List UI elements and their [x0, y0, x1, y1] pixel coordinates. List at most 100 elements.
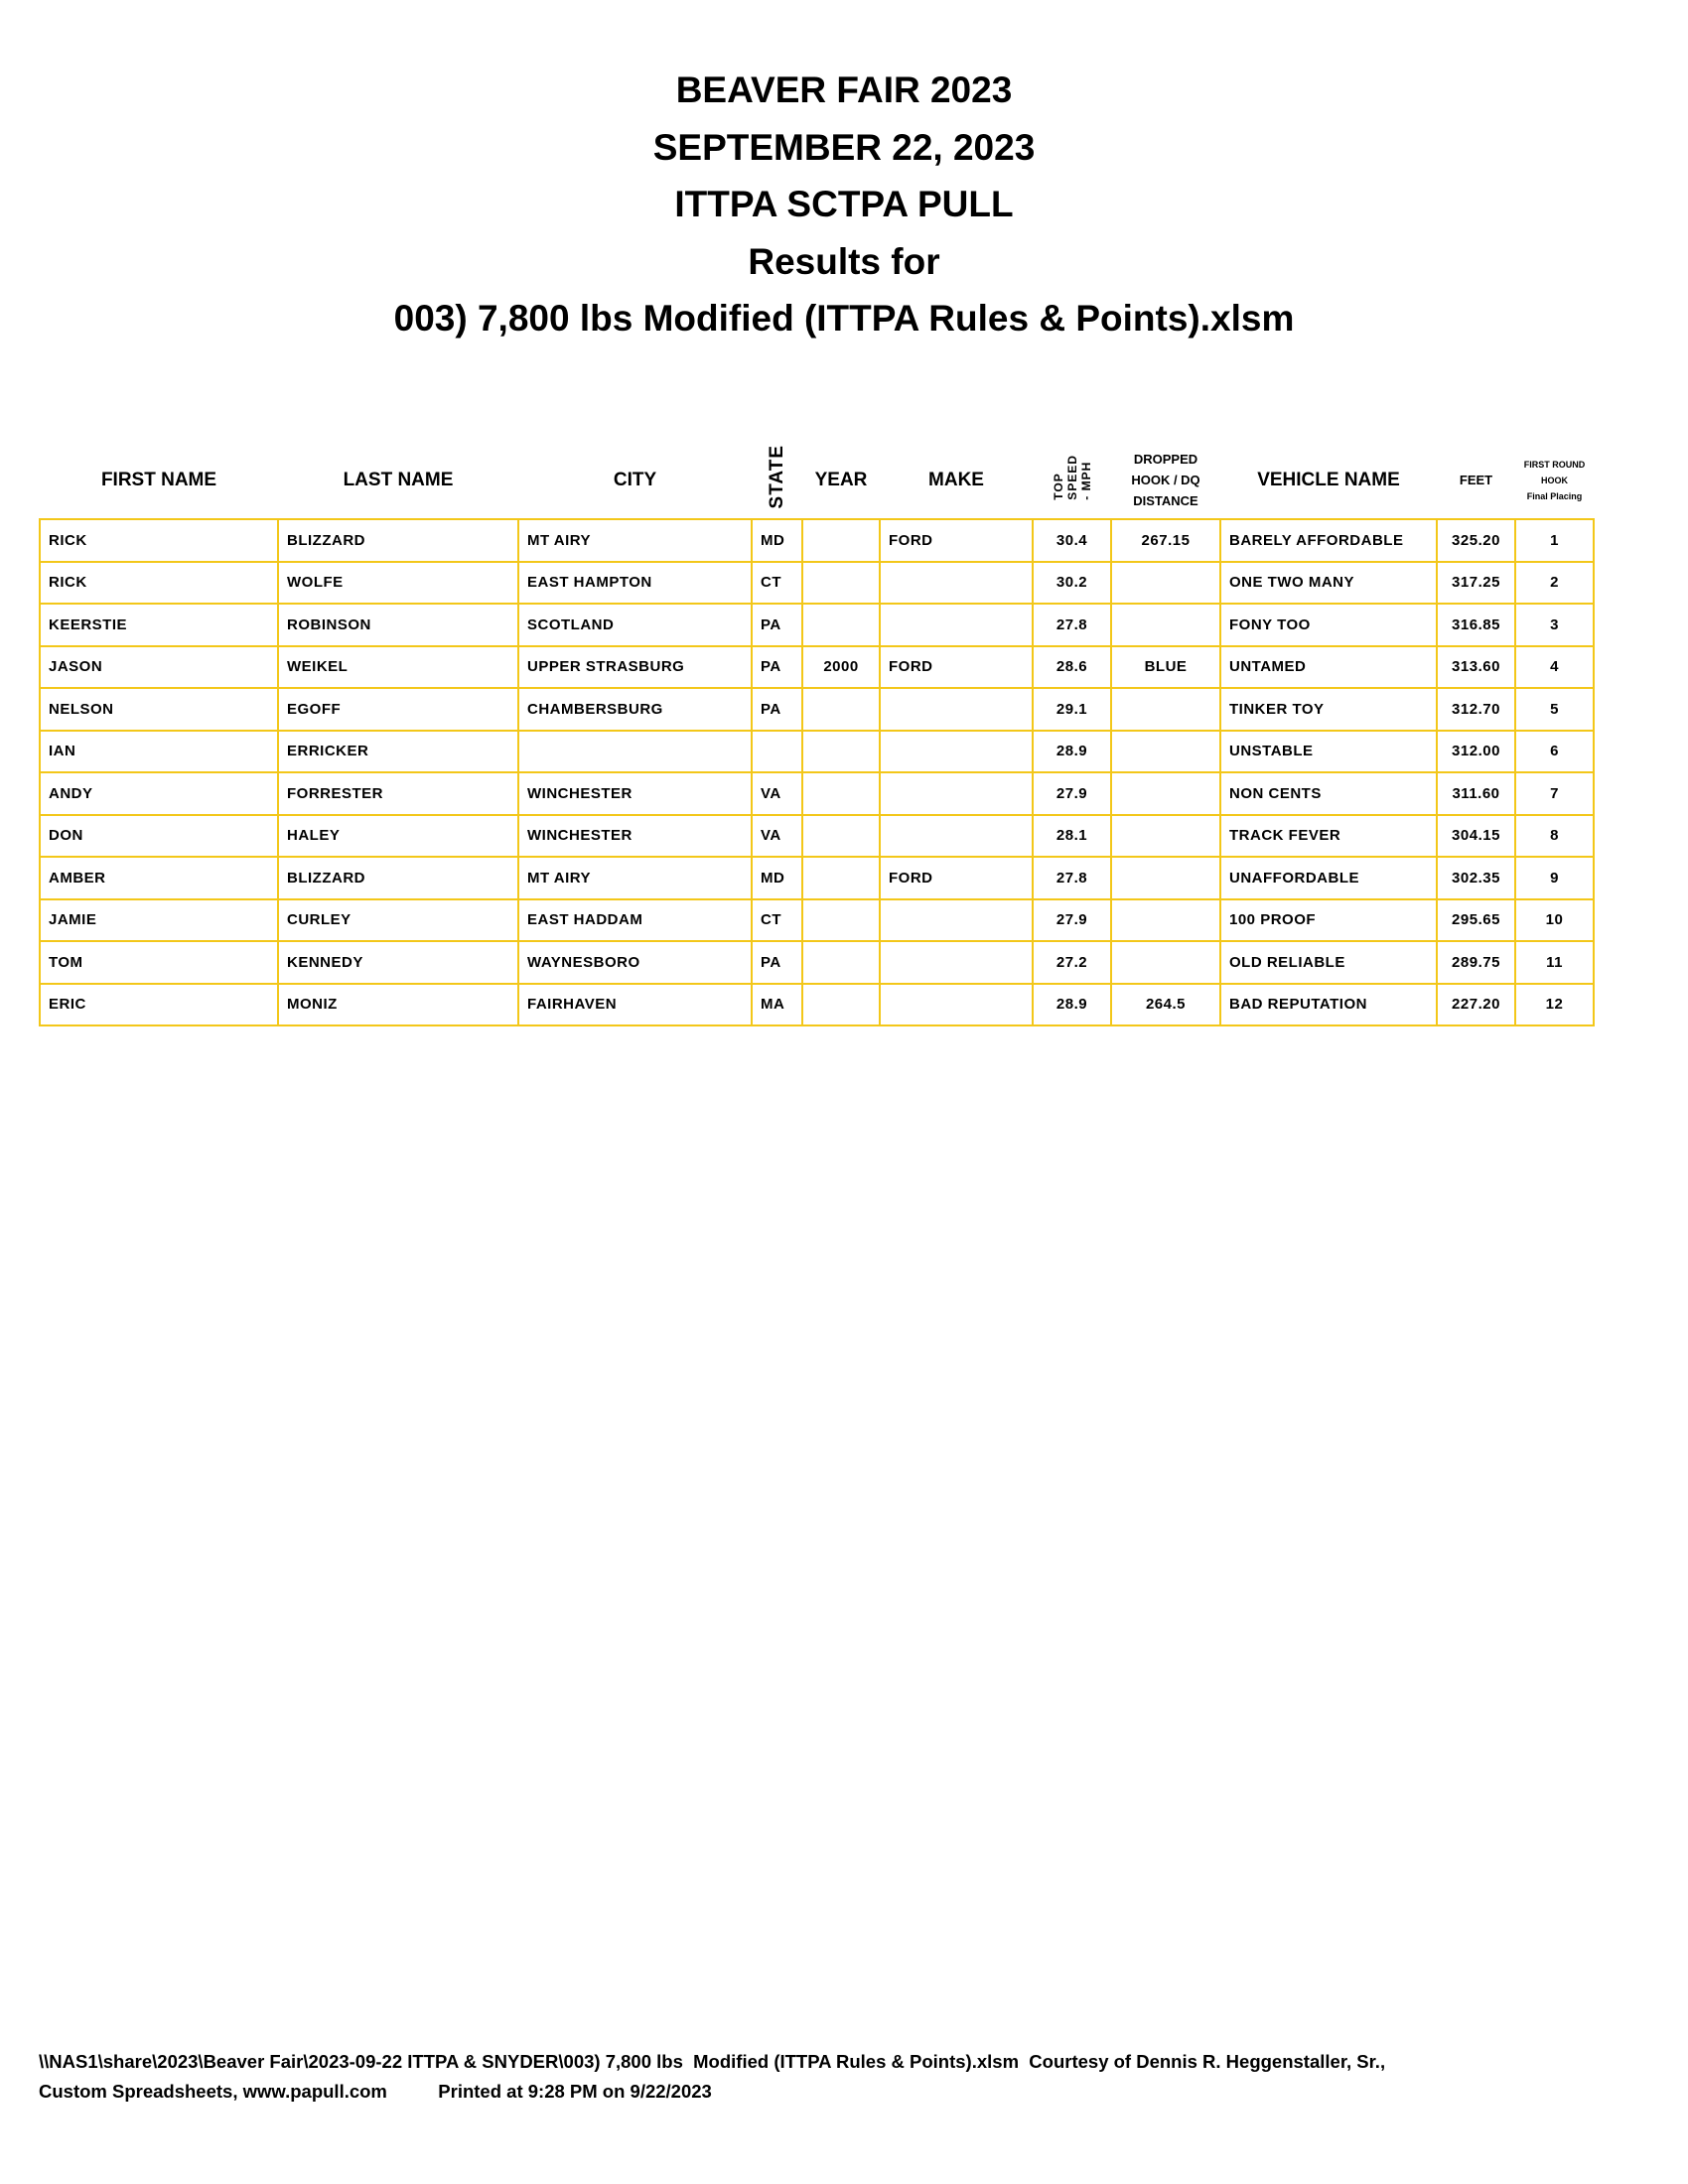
cell-first: AMBER — [39, 856, 279, 900]
cell-feet: 304.15 — [1436, 813, 1516, 858]
cell-speed: 27.8 — [1032, 856, 1112, 900]
cell-dropped — [1110, 856, 1221, 900]
cell-last: BLIZZARD — [277, 856, 519, 900]
header-state: STATE — [766, 445, 787, 509]
cell-first: KEERSTIE — [39, 603, 279, 647]
table-row: NELSON EGOFF CHAMBERSBURG PA 29.1 TINKER TOY 3… — [39, 687, 1595, 732]
cell-first: ERIC — [39, 982, 279, 1026]
cell-speed: 30.2 — [1032, 560, 1112, 605]
cell-dropped: BLUE — [1110, 644, 1221, 689]
cell-dropped — [1110, 813, 1221, 858]
table-row: TOM KENNEDY WAYNESBORO PA 27.2 OLD RELIABLE 28… — [39, 940, 1595, 985]
cell-year — [801, 729, 881, 773]
cell-city: MT AIRY — [517, 518, 753, 563]
title-results-for: Results for — [748, 240, 940, 282]
cell-first: ANDY — [39, 771, 279, 816]
cell-year — [801, 813, 881, 858]
cell-vehicle: ONE TWO MANY — [1219, 560, 1438, 605]
header-dropped: DROPPED HOOK / DQ DISTANCE — [1131, 452, 1200, 508]
cell-make — [879, 940, 1034, 985]
cell-speed: 29.1 — [1032, 687, 1112, 732]
cell-state: PA — [751, 644, 803, 689]
header-vehicle-name: VEHICLE NAME — [1257, 469, 1400, 490]
cell-state: CT — [751, 897, 803, 942]
title-event: BEAVER FAIR 2023 — [675, 69, 1013, 110]
cell-place: 4 — [1514, 644, 1595, 689]
cell-make — [879, 560, 1034, 605]
cell-feet: 325.20 — [1436, 518, 1516, 563]
cell-city: MT AIRY — [517, 856, 753, 900]
header-last-name: LAST NAME — [343, 469, 454, 490]
header-make: MAKE — [928, 469, 984, 490]
cell-place: 6 — [1514, 729, 1595, 773]
cell-feet: 316.85 — [1436, 603, 1516, 647]
cell-feet: 313.60 — [1436, 644, 1516, 689]
footer-path: \\NAS1\share\2023\Beaver Fair\2023-09-22… — [39, 2051, 1386, 2072]
table-row: JASON WEIKEL UPPER STRASBURG PA 2000 FORD 28.6… — [39, 644, 1595, 689]
cell-dropped — [1110, 729, 1221, 773]
header-placing: FIRST ROUND HOOK Final Placing — [1523, 459, 1586, 501]
cell-make — [879, 729, 1034, 773]
cell-state: MD — [751, 856, 803, 900]
cell-feet: 289.75 — [1436, 940, 1516, 985]
cell-speed: 28.6 — [1032, 644, 1112, 689]
cell-dropped — [1110, 687, 1221, 732]
header-year: YEAR — [814, 469, 868, 490]
cell-last: MONIZ — [277, 982, 519, 1026]
cell-place: 7 — [1514, 771, 1595, 816]
cell-make: FORD — [879, 856, 1034, 900]
cell-speed: 28.9 — [1032, 729, 1112, 773]
cell-place: 1 — [1514, 518, 1595, 563]
cell-year — [801, 940, 881, 985]
cell-place: 10 — [1514, 897, 1595, 942]
footer-printed: Custom Spreadsheets, www.papull.com Prin… — [39, 2081, 712, 2102]
cell-last: HALEY — [277, 813, 519, 858]
cell-speed: 28.1 — [1032, 813, 1112, 858]
table-row: ERIC MONIZ FAIRHAVEN MA 28.9 264.5 BAD REPUTAT… — [39, 982, 1595, 1026]
table-row: AMBER BLIZZARD MT AIRY MD FORD 27.8 UNAFFORDAB… — [39, 856, 1595, 900]
cell-last: EGOFF — [277, 687, 519, 732]
cell-vehicle: BAD REPUTATION — [1219, 982, 1438, 1026]
header-row: FIRST NAME LAST NAME CITY STATE YEAR MAK… — [40, 442, 1594, 519]
cell-vehicle: UNTAMED — [1219, 644, 1438, 689]
cell-city: EAST HADDAM — [517, 897, 753, 942]
cell-vehicle: NON CENTS — [1219, 771, 1438, 816]
table-row: DON HALEY WINCHESTER VA 28.1 TRACK FEVER 304.1… — [39, 813, 1595, 858]
cell-city: FAIRHAVEN — [517, 982, 753, 1026]
cell-make — [879, 982, 1034, 1026]
cell-state: VA — [751, 813, 803, 858]
cell-year — [801, 897, 881, 942]
cell-city: UPPER STRASBURG — [517, 644, 753, 689]
cell-last: ROBINSON — [277, 603, 519, 647]
cell-vehicle: TRACK FEVER — [1219, 813, 1438, 858]
cell-feet: 312.70 — [1436, 687, 1516, 732]
cell-vehicle: UNSTABLE — [1219, 729, 1438, 773]
cell-year — [801, 603, 881, 647]
cell-make — [879, 813, 1034, 858]
cell-make: FORD — [879, 518, 1034, 563]
cell-speed: 27.9 — [1032, 771, 1112, 816]
cell-feet: 227.20 — [1436, 982, 1516, 1026]
cell-speed: 27.2 — [1032, 940, 1112, 985]
cell-place: 8 — [1514, 813, 1595, 858]
cell-dropped — [1110, 771, 1221, 816]
cell-first: IAN — [39, 729, 279, 773]
cell-speed: 27.8 — [1032, 603, 1112, 647]
cell-speed: 28.9 — [1032, 982, 1112, 1026]
cell-feet: 295.65 — [1436, 897, 1516, 942]
cell-year — [801, 560, 881, 605]
cell-place: 3 — [1514, 603, 1595, 647]
cell-first: DON — [39, 813, 279, 858]
cell-city: WINCHESTER — [517, 771, 753, 816]
cell-dropped: 267.15 — [1110, 518, 1221, 563]
cell-vehicle: FONY TOO — [1219, 603, 1438, 647]
cell-make — [879, 897, 1034, 942]
title-pull: ITTPA SCTPA PULL — [674, 184, 1014, 224]
cell-make — [879, 687, 1034, 732]
table-row: KEERSTIE ROBINSON SCOTLAND PA 27.8 FONY TOO 31… — [39, 603, 1595, 647]
cell-last: CURLEY — [277, 897, 519, 942]
cell-speed: 27.9 — [1032, 897, 1112, 942]
cell-last: WEIKEL — [277, 644, 519, 689]
header-first-name: FIRST NAME — [100, 469, 217, 490]
cell-place: 2 — [1514, 560, 1595, 605]
